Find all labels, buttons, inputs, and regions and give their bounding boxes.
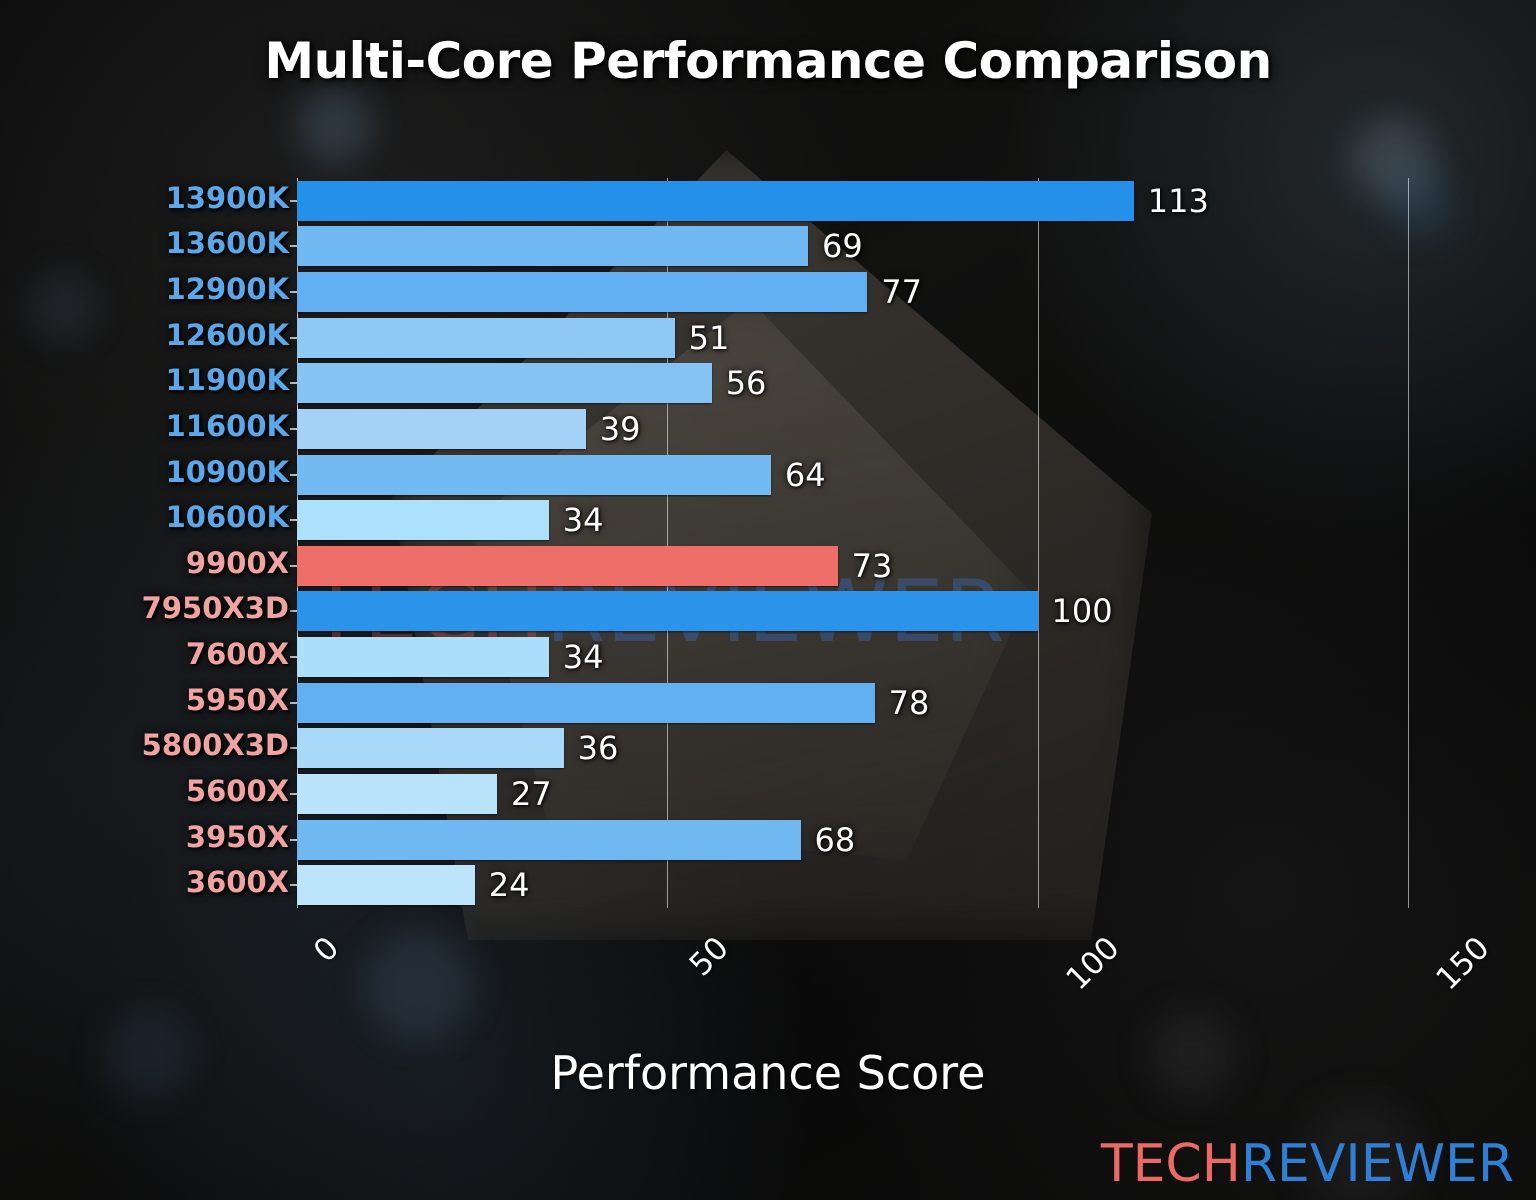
bar-7600X [297,637,549,678]
bar-value-label: 78 [888,683,930,722]
y-label-5600X: 5600X [185,773,289,808]
bar-value-label: 77 [881,273,922,312]
y-tick-mark [290,427,297,430]
bar-value-label: 39 [599,409,641,448]
y-label-13600K: 13600K [165,226,289,261]
bar-value-label: 27 [510,774,552,813]
y-tick-mark [290,382,297,385]
bar-row: 27 [297,773,1450,814]
y-tick-mark [290,336,297,339]
bar-3950X [297,819,801,860]
y-tick-mark [290,610,297,613]
bar-5950X [297,682,875,723]
bar-value-label: 73 [851,546,893,585]
bar-value-label: 34 [562,501,604,540]
y-tick-mark [290,473,297,476]
brand-logo: TECHREVIEWER [1101,1134,1514,1194]
y-tick-mark [290,564,297,567]
bar-row: 73 [297,545,1450,586]
bar-value-label: 64 [784,455,826,494]
gridline-100 [1037,178,1039,908]
bar-5800X3D [297,728,564,769]
y-label-10600K: 10600K [165,500,289,535]
bar-10900K [297,454,771,495]
bar-row: 68 [297,819,1450,860]
plot-area: 113 69 77 51 56 39 64 34 73 100 34 78 36 27 68 24 [290,178,1450,908]
gridline-50 [667,178,669,908]
y-label-3950X: 3950X [185,819,289,854]
y-tick-mark [290,291,297,294]
gridline-0 [297,178,298,908]
bokeh-highlight [1300,1098,1420,1200]
y-tick-mark [290,792,297,795]
bar-13600K [297,226,808,267]
bar-row: 100 [297,591,1450,632]
y-tick-mark [290,199,297,202]
y-label-12900K: 12900K [165,272,289,307]
bar-value-label: 100 [1051,592,1113,631]
bar-12900K [297,272,868,313]
y-label-12600K: 12600K [165,317,289,352]
bar-value-label: 34 [562,638,604,677]
bokeh-highlight [102,1008,194,1100]
bar-5600X [297,773,497,814]
x-axis-title: Performance Score [550,1046,986,1100]
bar-row: 77 [297,272,1450,313]
y-label-7950X3D: 7950X3D [141,591,289,626]
y-tick-mark [290,838,297,841]
bokeh-highlight [1148,1010,1236,1098]
bar-value-label: 56 [725,364,767,403]
y-label-11600K: 11600K [165,408,289,443]
bar-row: 56 [297,363,1450,404]
y-label-10900K: 10900K [165,454,289,489]
bar-7950X3D [297,591,1038,632]
bar-row: 24 [297,865,1450,906]
bokeh-highlight [296,86,374,164]
y-label-3600X: 3600X [185,865,289,900]
y-label-9900X: 9900X [185,545,289,580]
bar-11600K [297,408,586,449]
bar-value-label: 36 [577,729,619,768]
y-label-5800X3D: 5800X3D [141,728,289,763]
bar-row: 36 [297,728,1450,769]
bar-row: 51 [297,317,1450,358]
bar-10600K [297,500,549,541]
bar-13900K [297,180,1134,221]
gridline-150 [1407,178,1409,908]
y-tick-mark [290,701,297,704]
y-tick-mark [290,656,297,659]
y-label-11900K: 11900K [165,363,289,398]
bokeh-highlight [364,930,474,1040]
logo-reviewer-text: REVIEWER [1240,1134,1514,1194]
bokeh-highlight [28,272,98,342]
bar-value-label: 68 [814,820,856,859]
bar-value-label: 113 [1147,181,1209,220]
bar-11900K [297,363,712,404]
bokeh-highlight [1352,118,1436,202]
bar-row: 39 [297,408,1450,449]
bar-row: 34 [297,500,1450,541]
chart-title: Multi-Core Performance Comparison [264,32,1272,90]
y-tick-mark [290,519,297,522]
bar-value-label: 69 [821,227,863,266]
bar-value-label: 51 [688,318,730,357]
logo-tech-text: TECH [1100,1134,1241,1194]
y-label-13900K: 13900K [165,180,289,215]
bar-12600K [297,317,675,358]
bar-row: 113 [297,180,1450,221]
y-label-7600X: 7600X [185,637,289,672]
bar-row: 64 [297,454,1450,495]
bar-3600X [297,865,475,906]
bokeh-highlight [1388,170,1454,236]
y-tick-mark [290,747,297,750]
bar-row: 78 [297,682,1450,723]
bar-9900X [297,545,838,586]
y-tick-mark [290,884,297,887]
bar-value-label: 24 [488,866,530,905]
y-tick-mark [290,245,297,248]
y-label-5950X: 5950X [185,682,289,717]
bar-row: 34 [297,637,1450,678]
bar-row: 69 [297,226,1450,267]
